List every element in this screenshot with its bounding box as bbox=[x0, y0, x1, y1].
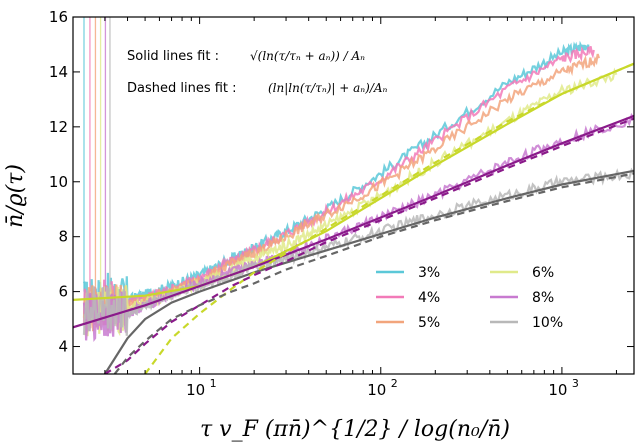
x-tick-exponent-1000: 3 bbox=[572, 377, 579, 390]
fit-dashed-8pct bbox=[104, 117, 634, 374]
legend-label-4pct: 4% bbox=[418, 290, 440, 306]
y-tick-label-12: 12 bbox=[49, 118, 68, 136]
legend-label-5pct: 5% bbox=[418, 315, 440, 331]
x-tick-exponent-100: 2 bbox=[391, 377, 398, 390]
annotation-dashed-formula: (ln|ln(τ/τₙ)| + aₙ)/Aₙ bbox=[268, 81, 388, 95]
series-5pct bbox=[82, 53, 600, 332]
y-tick-label-10: 10 bbox=[49, 173, 68, 191]
legend-label-6pct: 6% bbox=[532, 265, 554, 281]
annotation-solid: Solid lines fit : √(ln(τ/τₙ + aₙ)) / Aₙ bbox=[127, 49, 365, 64]
y-tick-label-4: 4 bbox=[58, 338, 68, 356]
x-tick-label-10: 10 bbox=[186, 381, 205, 399]
fit-solid-6pct bbox=[73, 62, 634, 301]
x-axis-label: τ v_F (πn̄)^{1/2} / log(n₀/n̄) bbox=[200, 417, 510, 442]
legend: 3% 4% 5% 6% 8% 10% bbox=[376, 265, 563, 331]
legend-label-3pct: 3% bbox=[418, 265, 440, 281]
fit-layer bbox=[73, 62, 634, 374]
plot-frame bbox=[72, 16, 635, 375]
x-tick-exponent-10: 1 bbox=[210, 377, 217, 390]
y-axis-label: n̄/ϱ(τ) bbox=[3, 164, 28, 228]
ticks-layer: 4 6 8 10 12 14 16 10 1 10 2 10 3 bbox=[49, 8, 634, 399]
annotation-dashed-label: Dashed lines fit : bbox=[127, 81, 237, 96]
y-tick-label-14: 14 bbox=[49, 63, 68, 81]
annotation-solid-label: Solid lines fit : bbox=[127, 49, 219, 64]
y-tick-label-6: 6 bbox=[58, 283, 68, 301]
legend-label-8pct: 8% bbox=[532, 290, 554, 306]
annotation-solid-formula: √(ln(τ/τₙ + aₙ)) / Aₙ bbox=[250, 49, 365, 63]
fit-dashed-6pct bbox=[144, 62, 634, 374]
y-tick-label-16: 16 bbox=[49, 8, 68, 26]
y-tick-label-8: 8 bbox=[58, 228, 68, 246]
annotation-dashed: Dashed lines fit : (ln|ln(τ/τₙ)| + aₙ)/A… bbox=[127, 81, 388, 96]
fit-solid-10pct bbox=[103, 169, 634, 374]
legend-label-10pct: 10% bbox=[532, 315, 563, 331]
x-tick-label-100: 10 bbox=[367, 381, 386, 399]
x-tick-label-1000: 10 bbox=[548, 381, 567, 399]
fit-solid-8pct bbox=[73, 114, 634, 329]
fit-dashed-10pct bbox=[113, 172, 634, 374]
